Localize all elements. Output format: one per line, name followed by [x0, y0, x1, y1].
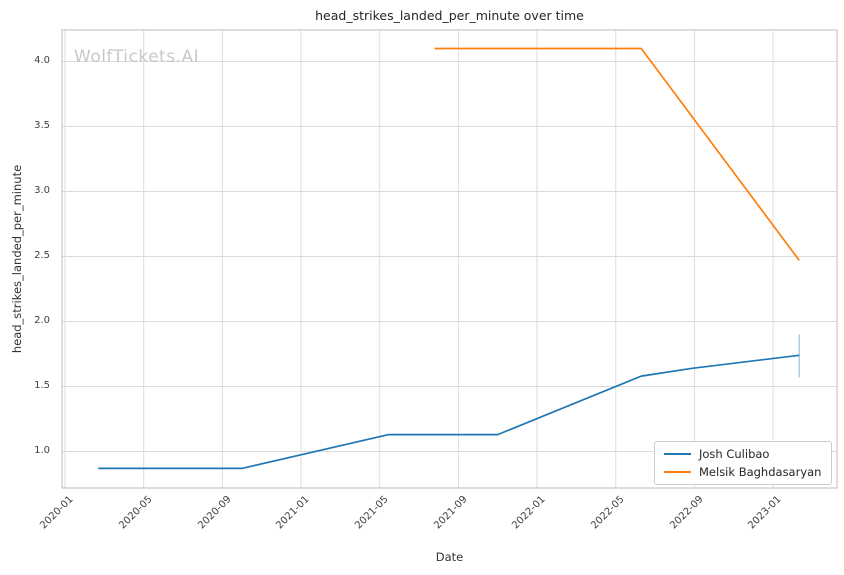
legend-label: Melsik Baghdasaryan: [699, 465, 822, 479]
legend-item-melsik-baghdasaryan: Melsik Baghdasaryan: [664, 465, 822, 479]
chart-title: head_strikes_landed_per_minute over time: [315, 8, 584, 23]
y-tick-label: 4.0: [34, 54, 50, 66]
y-tick-label: 3.0: [34, 184, 50, 196]
plot-border: [61, 29, 838, 489]
watermark: WolfTickets.AI: [74, 47, 200, 67]
y-tick-label: 1.5: [34, 379, 50, 391]
legend-label: Josh Culibao: [699, 447, 770, 461]
series-line-1: [434, 47, 800, 261]
legend-item-josh-culibao: Josh Culibao: [664, 447, 822, 461]
legend-line-swatch-orange: [664, 471, 691, 473]
series-line-0: [98, 354, 800, 470]
y-tick-label: 2.0: [34, 314, 50, 326]
legend: Josh Culibao Melsik Baghdasaryan: [654, 441, 832, 485]
y-tick-label: 2.5: [34, 249, 50, 261]
legend-line-swatch-blue: [664, 453, 691, 455]
y-axis-label: head_strikes_landed_per_minute: [10, 164, 24, 354]
y-tick-label: 3.5: [34, 119, 50, 131]
x-axis-label: Date: [435, 550, 464, 564]
y-tick-label: 1.0: [34, 444, 50, 456]
